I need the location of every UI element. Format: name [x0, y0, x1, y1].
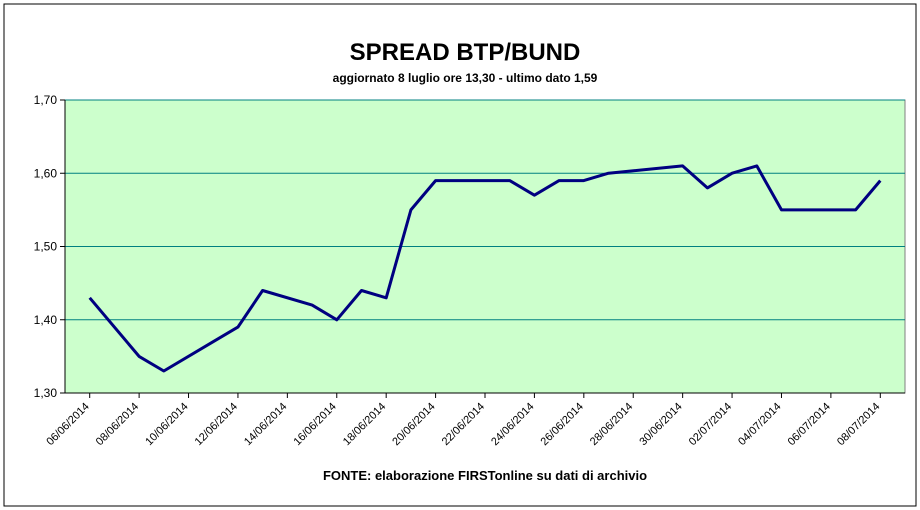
chart-title: SPREAD BTP/BUND [350, 39, 581, 66]
y-tick-label: 1,40 [34, 313, 58, 327]
y-tick-label: 1,70 [34, 93, 58, 107]
y-tick-label: 1,60 [34, 166, 58, 180]
data-line [88, 164, 882, 373]
y-tick-label: 1,30 [34, 386, 58, 400]
y-tick-label: 1,50 [34, 240, 58, 254]
source-note: FONTE: elaborazione FIRSTonline su dati … [323, 468, 647, 483]
chart-subtitle: aggiornato 8 luglio ore 13,30 - ultimo d… [333, 71, 598, 85]
